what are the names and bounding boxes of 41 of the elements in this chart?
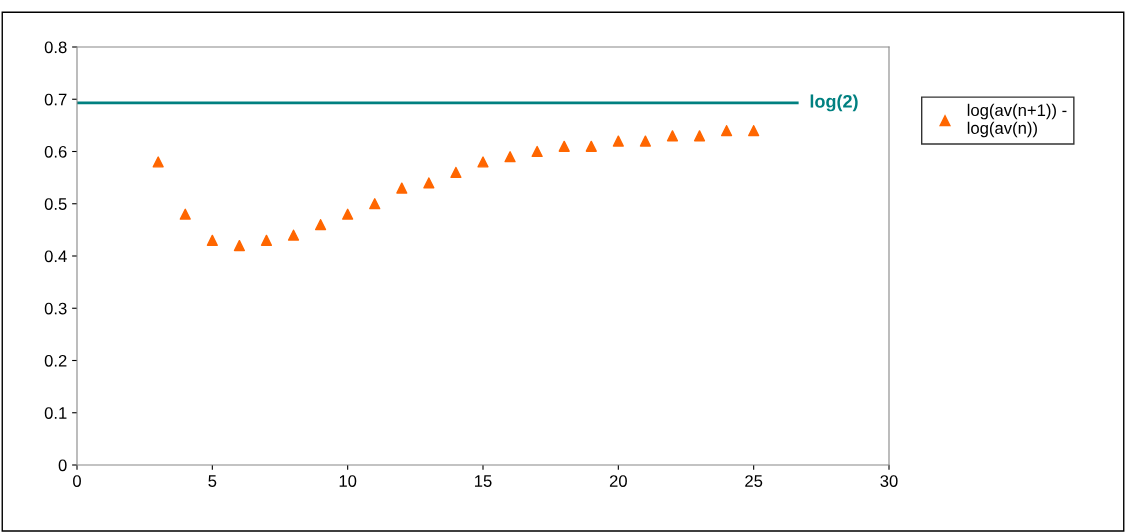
point — [233, 239, 246, 252]
point — [666, 130, 679, 142]
legend-label: log(av(n+1)) - log(av(n)) — [967, 103, 1067, 138]
y-tick-label: 0.1 — [44, 407, 67, 419]
y-tick-label: 0.6 — [44, 145, 67, 158]
point — [342, 208, 354, 220]
point — [720, 124, 733, 137]
y-tick-label: 0.2 — [44, 354, 67, 367]
point — [152, 156, 164, 168]
point — [369, 198, 381, 210]
point — [423, 177, 435, 189]
x-tick-label: 10 — [339, 475, 357, 487]
point — [693, 130, 706, 142]
point — [748, 124, 760, 137]
y-tick-label: 0 — [58, 459, 67, 472]
point — [314, 219, 327, 231]
x-tick-label: 0 — [73, 475, 81, 487]
y-tick-label: 0.7 — [44, 93, 67, 106]
point — [558, 140, 570, 152]
point — [396, 182, 408, 194]
point — [179, 208, 191, 220]
ref-line-label: log(2) — [810, 94, 858, 112]
y-tick-label: 0.5 — [44, 198, 67, 210]
x-tick-label: 30 — [880, 475, 898, 487]
point — [639, 135, 652, 147]
point — [206, 234, 218, 246]
point — [612, 135, 624, 147]
y-tick-label: 0.4 — [44, 250, 67, 263]
point — [260, 234, 273, 246]
point — [504, 151, 516, 163]
y-tick-label: 0.3 — [44, 302, 67, 315]
point — [585, 140, 597, 152]
point — [477, 156, 489, 168]
x-tick-label: 5 — [208, 475, 217, 487]
x-tick-label: 15 — [475, 475, 492, 487]
x-tick-label: 25 — [745, 475, 763, 487]
y-tick-label: 0.8 — [44, 41, 67, 54]
point — [531, 145, 543, 158]
x-tick-label: 20 — [609, 475, 627, 487]
point — [450, 166, 462, 179]
point — [287, 229, 300, 241]
